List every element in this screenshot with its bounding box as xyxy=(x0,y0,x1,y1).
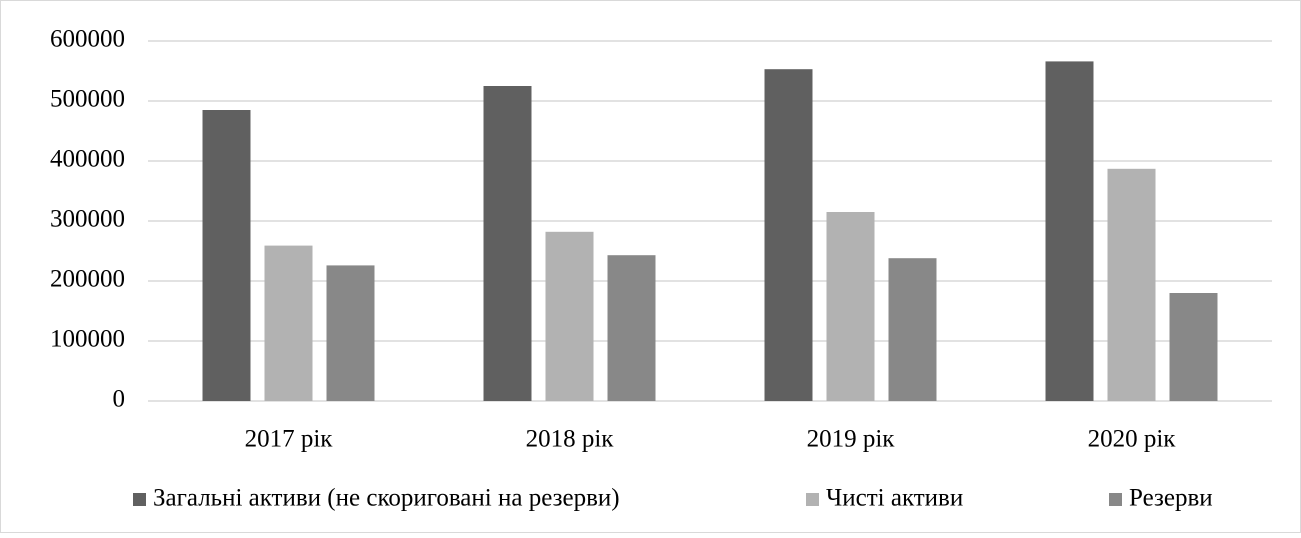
bar xyxy=(202,110,251,401)
bar xyxy=(483,86,532,401)
y-tick-label: 400000 xyxy=(50,146,125,173)
bar xyxy=(1107,168,1156,401)
y-tick-label: 0 xyxy=(113,386,126,413)
bar xyxy=(888,258,937,401)
bar xyxy=(826,212,875,401)
legend-label: Резерви xyxy=(1129,485,1213,512)
x-tick-label: 2018 рік xyxy=(526,426,615,453)
legend-label: Загальні активи (не скориговані на резер… xyxy=(153,485,620,512)
bar xyxy=(545,231,594,401)
y-tick-label: 500000 xyxy=(50,86,125,113)
bar xyxy=(607,255,656,401)
bar xyxy=(764,69,813,401)
bar xyxy=(1045,61,1094,402)
legend-swatch xyxy=(1109,493,1122,506)
y-tick-label: 200000 xyxy=(50,266,125,293)
x-tick-label: 2019 рік xyxy=(807,426,896,453)
y-tick-label: 300000 xyxy=(50,206,125,233)
legend-label: Чисті активи xyxy=(826,485,963,512)
bar xyxy=(264,245,313,401)
legend-swatch xyxy=(806,493,819,506)
x-tick-label: 2020 рік xyxy=(1088,426,1177,453)
y-tick-label: 600000 xyxy=(50,26,125,53)
x-tick-label: 2017 рік xyxy=(245,426,334,453)
y-tick-label: 100000 xyxy=(50,326,125,353)
legend-swatch xyxy=(133,493,146,506)
bar xyxy=(326,265,375,401)
bar xyxy=(1169,293,1218,401)
